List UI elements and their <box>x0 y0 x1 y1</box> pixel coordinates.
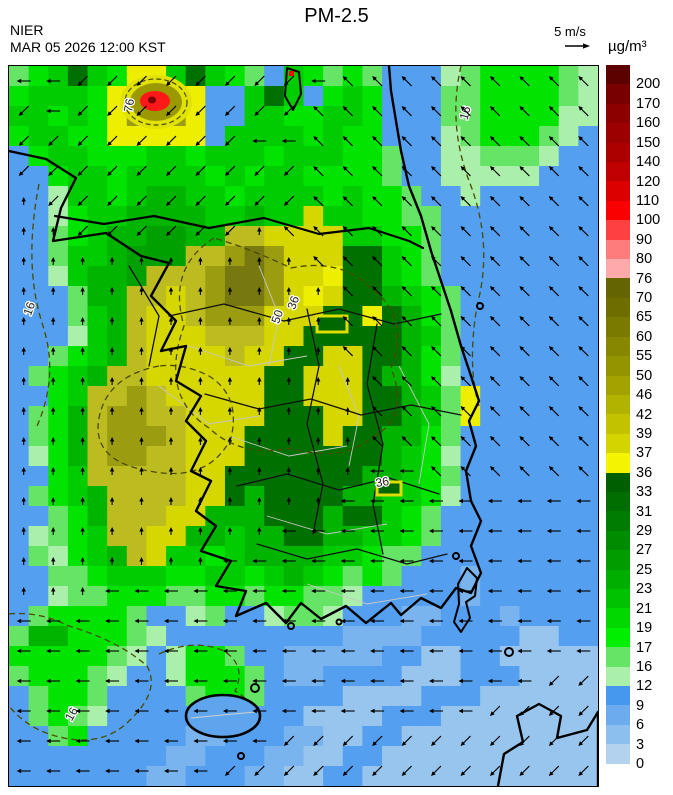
datetime-label: MAR 05 2026 12:00 KST <box>10 39 166 55</box>
map-canvas: 50 36 16 16 16 36 76 <box>8 65 599 787</box>
colorbar-band <box>606 569 630 589</box>
colorbar-swatches <box>606 65 630 764</box>
colorbar-band <box>606 588 630 609</box>
colorbar-tick-label: 16 <box>636 658 653 675</box>
colorbar-tick-label: 150 <box>636 134 661 151</box>
svg-text:16: 16 <box>457 104 474 121</box>
colorbar-band <box>606 297 630 318</box>
svg-text:16: 16 <box>20 300 38 318</box>
colorbar-band <box>606 259 630 279</box>
colorbar <box>606 65 630 764</box>
colorbar-band <box>606 705 630 725</box>
colorbar-band <box>606 433 630 454</box>
colorbar-band <box>606 511 630 531</box>
colorbar-band <box>606 647 630 667</box>
colorbar-tick-label: 37 <box>636 445 653 462</box>
colorbar-tick-label: 27 <box>636 542 653 559</box>
colorbar-tick-label: 140 <box>636 154 661 171</box>
colorbar-tick-label: 90 <box>636 231 653 248</box>
colorbar-tick-label: 12 <box>636 678 653 695</box>
colorbar-band <box>606 142 630 163</box>
colorbar-tick-label: 42 <box>636 406 653 423</box>
colorbar-tick-label: 76 <box>636 270 653 287</box>
colorbar-tick-label: 33 <box>636 484 653 501</box>
colorbar-tick-label: 200 <box>636 76 661 93</box>
colorbar-tick-label: 170 <box>636 95 661 112</box>
colorbar-band <box>606 220 630 240</box>
colorbar-band <box>606 550 630 570</box>
colorbar-tick-label: 120 <box>636 173 661 190</box>
colorbar-tick-label: 100 <box>636 212 661 229</box>
colorbar-band <box>606 162 630 182</box>
colorbar-tick-label: 50 <box>636 367 653 384</box>
colorbar-tick-label: 21 <box>636 600 653 617</box>
colorbar-band <box>606 666 630 686</box>
svg-text:50: 50 <box>268 308 286 326</box>
unit-label: µg/m³ <box>608 38 647 55</box>
colorbar-tick-label: 60 <box>636 328 653 345</box>
colorbar-tick-label: 31 <box>636 503 653 520</box>
colorbar-band <box>606 65 630 85</box>
wind-scale-arrow-icon <box>565 43 590 49</box>
wind-scale-label: 5 m/s <box>554 24 586 39</box>
colorbar-band <box>606 356 630 376</box>
page-title: PM-2.5 <box>304 5 369 27</box>
colorbar-band <box>606 724 630 745</box>
colorbar-band <box>606 317 630 337</box>
colorbar-band <box>606 84 630 104</box>
colorbar-band <box>606 472 630 492</box>
colorbar-band <box>606 686 630 706</box>
colorbar-band <box>606 394 630 415</box>
colorbar-band <box>606 414 630 434</box>
colorbar-tick-label: 55 <box>636 348 653 365</box>
colorbar-tick-label: 70 <box>636 290 653 306</box>
colorbar-tick-label: 25 <box>636 561 653 578</box>
colorbar-band <box>606 123 630 143</box>
colorbar-tick-label: 39 <box>636 425 653 442</box>
colorbar-band <box>606 530 630 551</box>
colorbar-tick-label: 0 <box>636 756 645 772</box>
colorbar-band <box>606 200 630 221</box>
colorbar-tick-label: 80 <box>636 251 653 268</box>
svg-text:36: 36 <box>284 294 302 312</box>
colorbar-band <box>606 181 630 201</box>
colorbar-tick-label: 65 <box>636 309 653 326</box>
colorbar-tick-label: 29 <box>636 523 653 539</box>
colorbar-band <box>606 103 630 124</box>
svg-text:36: 36 <box>375 474 391 490</box>
colorbar-tick-label: 19 <box>636 620 653 637</box>
colorbar-band <box>606 453 630 473</box>
agency-label: NIER <box>10 22 44 38</box>
colorbar-band <box>606 744 630 764</box>
svg-text:76: 76 <box>121 97 137 113</box>
colorbar-tick-label: 6 <box>636 717 645 734</box>
colorbar-tick-label: 160 <box>636 115 661 132</box>
colorbar-tick-label: 23 <box>636 581 653 598</box>
colorbar-tick-label: 46 <box>636 387 653 404</box>
colorbar-band <box>606 278 630 298</box>
colorbar-tick-label: 9 <box>636 697 645 714</box>
colorbar-band <box>606 239 630 260</box>
colorbar-band <box>606 608 630 628</box>
colorbar-tick-label: 110 <box>636 192 660 209</box>
colorbar-band <box>606 491 630 512</box>
colorbar-band <box>606 375 630 395</box>
colorbar-tick-label: 17 <box>636 639 653 656</box>
colorbar-tick-label: 3 <box>636 736 645 753</box>
colorbar-band <box>606 627 630 648</box>
colorbar-band <box>606 336 630 357</box>
colorbar-tick-label: 36 <box>636 464 653 481</box>
